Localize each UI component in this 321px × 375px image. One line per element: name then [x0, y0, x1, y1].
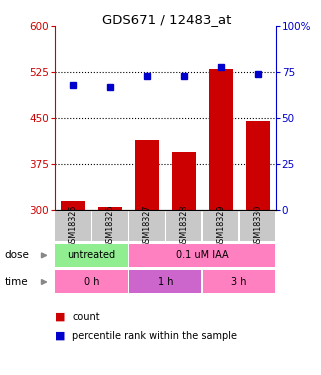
Text: dose: dose [4, 250, 29, 260]
Text: 0 h: 0 h [84, 277, 99, 286]
Bar [203, 211, 239, 241]
Text: GSM18326: GSM18326 [105, 204, 115, 248]
Text: GSM18327: GSM18327 [142, 204, 152, 248]
Text: GDS671 / 12483_at: GDS671 / 12483_at [102, 13, 232, 26]
Bar [240, 211, 275, 241]
Text: ■: ■ [55, 312, 65, 322]
Bar [55, 211, 91, 241]
Text: count: count [72, 312, 100, 322]
Text: untreated: untreated [67, 251, 116, 260]
Bar [166, 211, 202, 241]
Text: GSM18325: GSM18325 [68, 204, 78, 248]
Bar [203, 270, 275, 293]
Text: GSM18329: GSM18329 [216, 204, 225, 248]
Bar [55, 270, 128, 293]
Bar [129, 244, 275, 267]
Text: 3 h: 3 h [231, 277, 247, 286]
Text: percentile rank within the sample: percentile rank within the sample [72, 331, 237, 340]
Bar [209, 69, 233, 210]
Bar [92, 211, 128, 241]
Bar [246, 121, 270, 210]
Bar [129, 270, 202, 293]
Bar [61, 201, 85, 210]
Bar [98, 207, 122, 210]
Bar [135, 140, 159, 210]
Text: 0.1 uM IAA: 0.1 uM IAA [176, 251, 229, 260]
Text: ■: ■ [55, 331, 65, 340]
Text: GSM18328: GSM18328 [179, 204, 188, 248]
Bar [129, 211, 165, 241]
Bar [172, 152, 196, 210]
Text: 1 h: 1 h [158, 277, 173, 286]
Text: time: time [4, 277, 28, 286]
Text: GSM18330: GSM18330 [253, 204, 262, 248]
Bar [55, 244, 128, 267]
